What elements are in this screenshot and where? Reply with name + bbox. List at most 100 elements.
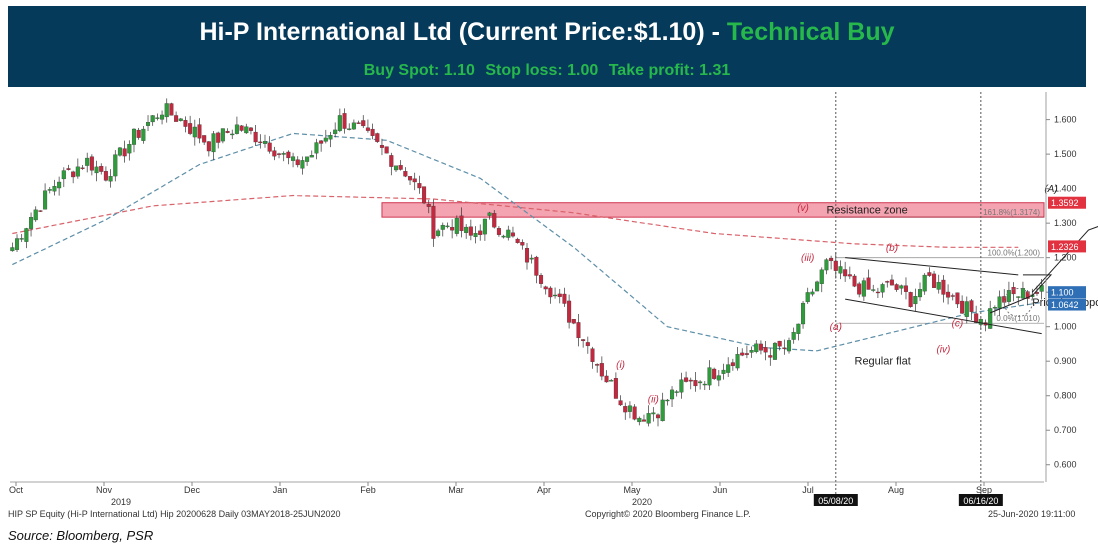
fib-label: 100.0%(1.200)	[988, 249, 1041, 258]
candle-body	[272, 150, 277, 157]
candle-body	[464, 226, 469, 233]
candle-body	[847, 274, 852, 277]
candle-body	[202, 135, 207, 143]
support-circle	[1003, 288, 1033, 318]
date-marker-label: 06/16/20	[963, 496, 998, 506]
price-tag-label: 1.2326	[1051, 242, 1079, 252]
candle-body	[843, 269, 848, 277]
candle-body	[908, 292, 913, 307]
candle-body	[239, 125, 244, 131]
candle-body	[146, 122, 151, 126]
candle-body	[75, 166, 80, 177]
fib-label: 161.8%(1.3174)	[983, 208, 1040, 217]
resistance-zone-layer: Resistance zone	[381, 202, 1045, 218]
candle-body	[585, 342, 590, 347]
x-month-label: Sep	[976, 485, 992, 495]
candle-body	[375, 133, 380, 142]
candle-body	[712, 368, 717, 379]
date-marker-box	[958, 494, 1003, 506]
pattern-lower-line	[845, 298, 1042, 335]
wave-label: (i)	[616, 360, 625, 371]
price-tag-box	[1048, 298, 1086, 311]
candle-body	[117, 147, 122, 156]
candle-body	[857, 283, 862, 295]
x-month-label: Feb	[360, 485, 376, 495]
candle-body	[978, 318, 983, 325]
candle-body	[445, 225, 450, 228]
x-month-label: Apr	[537, 485, 551, 495]
candle-body	[595, 364, 600, 366]
candle-body	[698, 381, 703, 384]
candle-body	[305, 156, 310, 162]
candle-body	[529, 257, 534, 260]
candle-body	[496, 228, 501, 235]
x-year-label: 2019	[111, 497, 131, 507]
candle-body	[478, 230, 483, 235]
candle-body	[903, 285, 908, 292]
candle-body	[515, 238, 520, 243]
candle-body	[740, 352, 745, 356]
candle-body	[651, 412, 656, 415]
candle-body	[365, 127, 370, 131]
candle-body	[52, 185, 57, 192]
candle-body	[576, 322, 581, 339]
candle-body	[679, 379, 684, 393]
x-month-label: Jul	[802, 485, 814, 495]
price-tag-box	[1048, 196, 1086, 209]
candle-body	[613, 378, 618, 399]
chart-title: Hi-P International Ltd (Current Price:$1…	[8, 18, 1086, 47]
candle-body	[281, 153, 286, 155]
candle-body	[174, 115, 179, 122]
candle-body	[796, 323, 801, 334]
candle-body	[422, 186, 427, 204]
candle-body	[150, 115, 155, 123]
candle-body	[436, 230, 441, 236]
candle-body	[482, 218, 487, 235]
fib-label: 0.0%(1.010)	[996, 314, 1040, 323]
trade-levels: Buy Spot: 1.10 Stop loss: 1.00 Take prof…	[8, 62, 1086, 80]
y-tick-label: 1.400	[1054, 184, 1077, 194]
candle-body	[1020, 288, 1025, 299]
candle-body	[136, 129, 141, 138]
candle-body	[885, 281, 890, 283]
candle-body	[253, 131, 258, 143]
candle-body	[974, 313, 979, 323]
candle-body	[716, 375, 721, 381]
pattern-annotation: Regular flat	[855, 356, 911, 368]
candle-body	[688, 379, 693, 382]
candle-body	[234, 124, 239, 134]
candle-body	[398, 165, 403, 170]
candle-body	[426, 204, 431, 207]
candle-body	[936, 282, 941, 290]
ma200-line	[12, 194, 1019, 248]
price-chart: Resistance zone 161.8%(1.3174) 100.0%(1.2…	[9, 92, 1098, 507]
candle-body	[772, 342, 777, 360]
candle-body	[24, 228, 29, 242]
resistance-zone-label: Resistance zone	[826, 205, 907, 217]
candle-body	[810, 291, 815, 295]
pattern-upper-line	[845, 257, 1019, 276]
footer-copyright: Copyright© 2020 Bloomberg Finance L.P.	[585, 509, 751, 519]
candle-body	[553, 294, 558, 297]
axis-layer: 1.600 1.500 1.400 1.300 1.200 1.100 1.000 0.900…	[9, 92, 1077, 507]
candle-body	[393, 165, 399, 171]
x-month-label: Jun	[713, 485, 728, 495]
candle-body	[220, 128, 225, 142]
candle-body	[833, 260, 838, 271]
candle-body	[548, 287, 553, 298]
price-tags-layer: 1.3592 1.2326 1.100 1.0642	[1048, 196, 1086, 311]
candle-body	[609, 380, 614, 382]
candle-body	[164, 103, 169, 118]
candle-body	[871, 289, 876, 291]
candle-body	[894, 284, 899, 290]
candle-body	[361, 120, 366, 127]
candle-body	[1011, 287, 1016, 295]
y-tick-label: 0.600	[1054, 460, 1077, 470]
candle-body	[66, 168, 71, 170]
candle-body	[108, 176, 113, 182]
candle-body	[356, 122, 361, 124]
wave-label: (iv)	[936, 345, 950, 356]
candle-body	[244, 126, 249, 134]
candle-body	[80, 167, 85, 169]
candle-body	[57, 181, 62, 189]
